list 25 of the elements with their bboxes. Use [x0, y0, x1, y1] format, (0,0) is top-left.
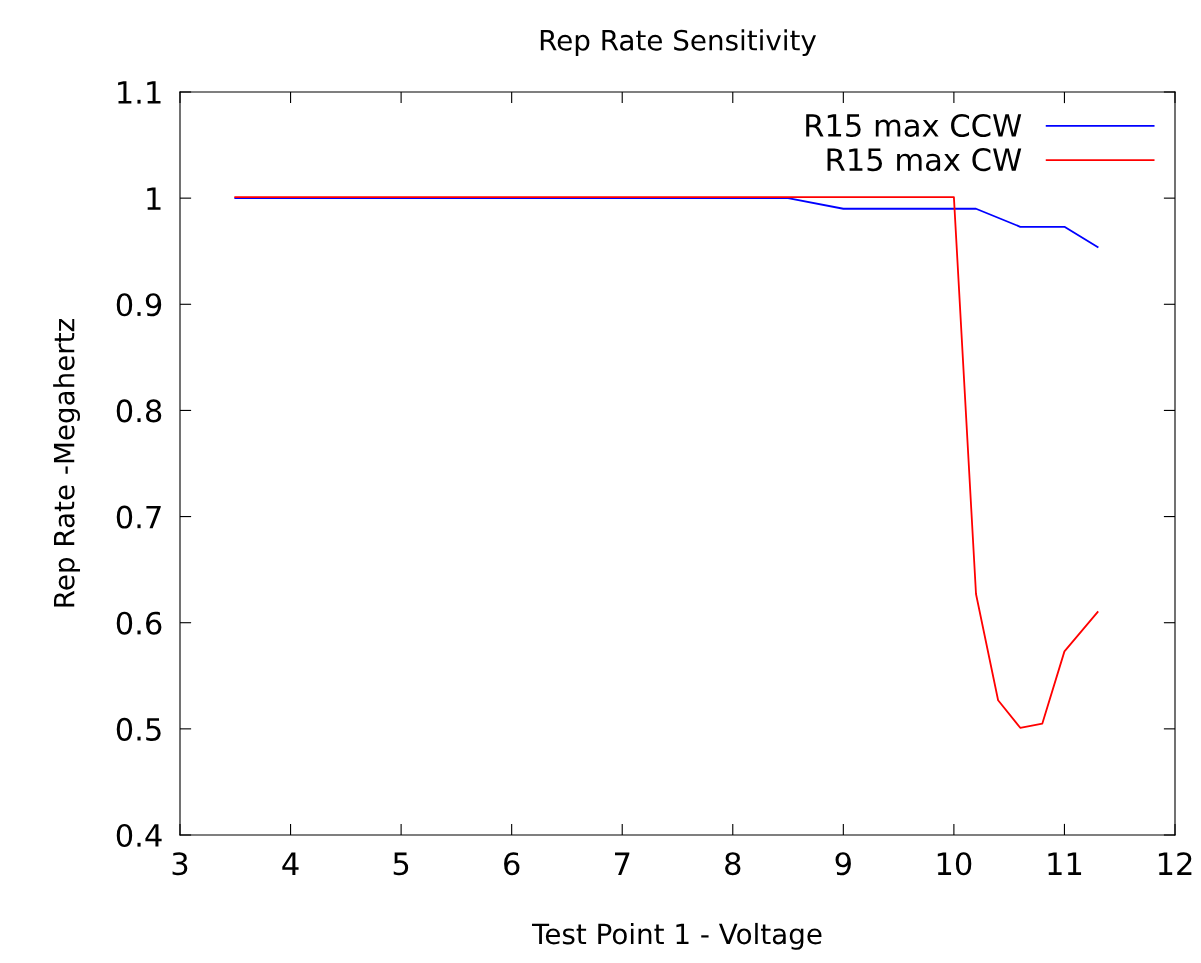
legend-label: R15 max CW: [827, 148, 1022, 172]
y-tick-label: 0.6: [116, 611, 162, 635]
y-tick-label: 0.5: [116, 717, 161, 741]
x-tick-label: 10: [937, 852, 972, 876]
x-tick-label: 6: [504, 852, 520, 876]
y-tick-label: 0.4: [116, 823, 162, 848]
legend-label: R15 max CCW: [806, 113, 1022, 138]
line-series: [234, 196, 1099, 729]
chart-title: Rep Rate Sensitivity: [540, 29, 817, 57]
x-tick-label: 5: [393, 852, 409, 876]
y-tick-label: 0.8: [116, 399, 162, 423]
x-tick-label: 8: [725, 852, 741, 876]
line-series: [234, 197, 1099, 248]
y-tick-label: 1.1: [118, 81, 161, 104]
x-tick-label: 11: [1048, 852, 1082, 875]
y-tick-label: 0.7: [116, 505, 161, 529]
x-axis-title: Test Point 1 - Voltage: [531, 922, 822, 950]
x-tick-label: 7: [615, 852, 630, 875]
x-tick-label: 9: [835, 852, 851, 876]
x-tick-label: 12: [1158, 852, 1192, 875]
y-tick-label: 0.9: [116, 293, 162, 317]
x-tick-label: 4: [282, 852, 299, 875]
y-tick-label: 1: [147, 187, 161, 210]
y-axis-title: Rep Rate -Megahertz: [53, 318, 81, 607]
x-tick-label: 3: [172, 852, 188, 876]
